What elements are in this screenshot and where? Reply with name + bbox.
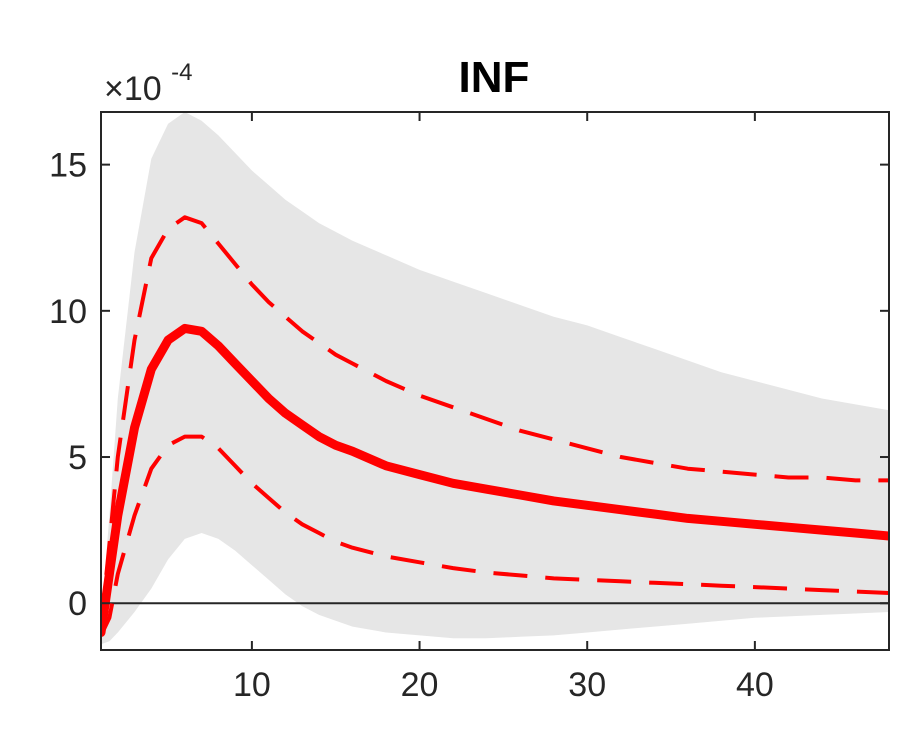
x-tick-label: 30 (568, 666, 606, 704)
y-scale-exponent-label: ×10 -4 (104, 59, 192, 108)
y-tick-label: 15 (49, 147, 87, 185)
y-tick-label: 10 (49, 293, 87, 331)
chart-title: INF (459, 53, 530, 102)
x-tick-labels: 10 20 30 40 (233, 666, 774, 704)
y-tick-label: 5 (68, 439, 87, 477)
lower-band-dashed-line (101, 434, 889, 637)
x-tick-label: 40 (736, 666, 774, 704)
x-tick-label: 20 (401, 666, 439, 704)
y-tick-labels: 0 5 10 15 (49, 147, 87, 624)
upper-band-dashed-line (101, 215, 889, 627)
median-response-line (101, 323, 889, 637)
y-scale-exponent: -4 (171, 59, 192, 86)
plot-area (100, 111, 890, 651)
svg-text:×10 -4: ×10 -4 (104, 59, 192, 108)
axes-box (100, 111, 890, 651)
y-scale-multiplier: ×10 (104, 70, 162, 108)
credible-band-shaded-area (101, 112, 889, 645)
y-tick-label: 0 (68, 585, 87, 623)
x-tick-label: 10 (233, 666, 271, 704)
